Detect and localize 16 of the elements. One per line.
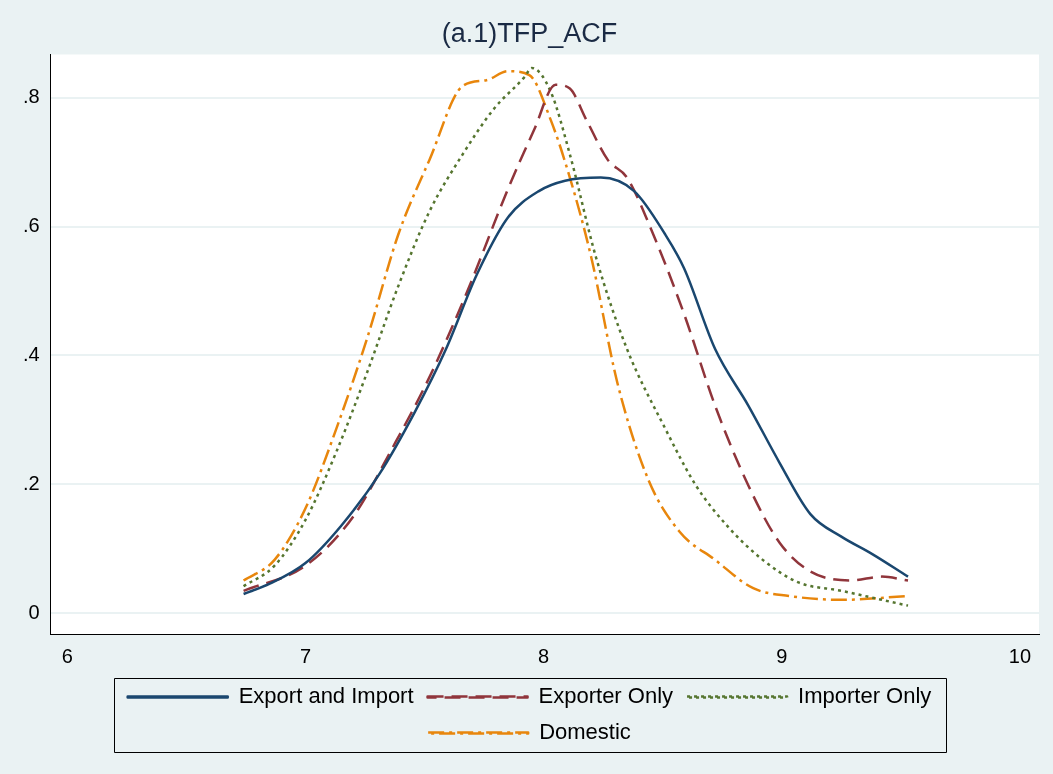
y-tick-label: .2 bbox=[22, 471, 40, 494]
legend-label: Exporter Only bbox=[538, 683, 674, 709]
y-tick-label: .4 bbox=[22, 343, 40, 365]
x-tick-label: 10 bbox=[1008, 644, 1032, 667]
legend-label: Domestic bbox=[539, 719, 631, 745]
x-tick-label: 7 bbox=[299, 644, 312, 667]
x-tick-label: 9 bbox=[776, 644, 788, 667]
x-tick-label: 6 bbox=[61, 644, 73, 667]
legend-label: Export and Import bbox=[238, 683, 414, 709]
x-tick-label: 8 bbox=[538, 644, 550, 667]
legend-label: Importer Only bbox=[798, 683, 932, 709]
y-tick-label: 0 bbox=[28, 600, 40, 623]
y-tick-label: .8 bbox=[22, 85, 40, 108]
chart-title: (a.1)TFP_ACF bbox=[441, 17, 618, 48]
line-series bbox=[242, 176, 910, 596]
y-tick-label: .6 bbox=[22, 214, 40, 237]
